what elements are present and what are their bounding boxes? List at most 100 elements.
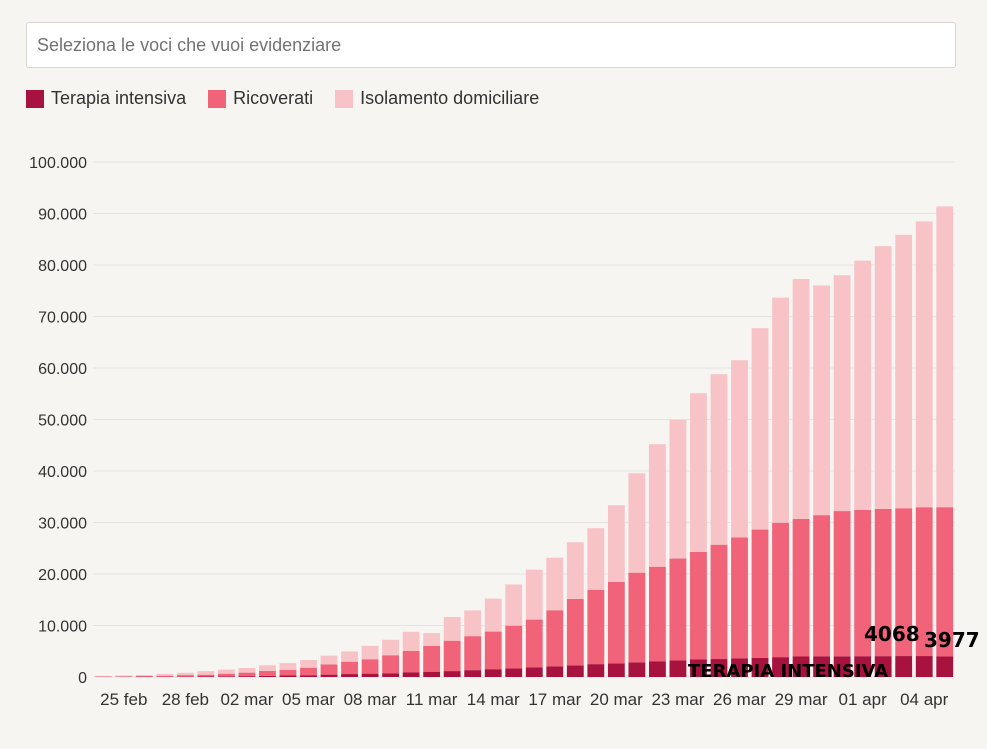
bar-ricoverati[interactable]	[238, 672, 256, 677]
bar-ricoverati[interactable]	[936, 507, 954, 657]
bar-isolamento-domiciliare[interactable]	[259, 665, 276, 671]
bar-isolamento-domiciliare[interactable]	[587, 528, 605, 590]
bar-ricoverati[interactable]	[361, 659, 379, 674]
highlight-search-input[interactable]	[26, 22, 956, 68]
bar-ricoverati[interactable]	[156, 675, 174, 677]
bar-ricoverati[interactable]	[751, 529, 769, 658]
bar-ricoverati[interactable]	[525, 619, 543, 668]
bar-terapia-intensiva[interactable]	[382, 673, 400, 677]
bar-isolamento-domiciliare[interactable]	[833, 275, 851, 512]
bar-isolamento-domiciliare[interactable]	[464, 610, 482, 637]
bar-terapia-intensiva[interactable]	[300, 675, 317, 677]
bar-terapia-intensiva[interactable]	[628, 662, 646, 677]
bar-ricoverati[interactable]	[895, 508, 913, 657]
bar-terapia-intensiva[interactable]	[217, 676, 235, 677]
bar-ricoverati[interactable]	[423, 645, 441, 672]
bar-isolamento-domiciliare[interactable]	[772, 297, 789, 523]
bar-isolamento-domiciliare[interactable]	[115, 675, 133, 677]
bar-ricoverati[interactable]	[464, 636, 482, 671]
bar-isolamento-domiciliare[interactable]	[423, 633, 441, 646]
bar-isolamento-domiciliare[interactable]	[669, 420, 687, 559]
bar-terapia-intensiva[interactable]	[484, 669, 502, 677]
bar-ricoverati[interactable]	[115, 676, 133, 677]
bar-ricoverati[interactable]	[505, 625, 523, 669]
bar-ricoverati[interactable]	[176, 675, 194, 677]
bar-isolamento-domiciliare[interactable]	[628, 473, 646, 573]
bar-isolamento-domiciliare[interactable]	[238, 667, 256, 673]
bar-terapia-intensiva[interactable]	[710, 659, 728, 677]
bar-isolamento-domiciliare[interactable]	[936, 206, 954, 508]
legend-item-isolamento-domiciliare[interactable]: Isolamento domiciliare	[335, 88, 539, 109]
bar-ricoverati[interactable]	[259, 670, 276, 676]
bar-terapia-intensiva[interactable]	[361, 673, 379, 677]
bar-ricoverati[interactable]	[607, 581, 625, 664]
bar-isolamento-domiciliare[interactable]	[751, 328, 769, 530]
bar-ricoverati[interactable]	[833, 511, 851, 657]
bar-terapia-intensiva[interactable]	[423, 671, 441, 677]
bar-terapia-intensiva[interactable]	[587, 664, 605, 678]
bar-ricoverati[interactable]	[915, 507, 933, 657]
bar-isolamento-domiciliare[interactable]	[300, 660, 317, 668]
bar-isolamento-domiciliare[interactable]	[217, 669, 235, 674]
bar-ricoverati[interactable]	[874, 508, 892, 657]
bar-isolamento-domiciliare[interactable]	[341, 651, 358, 662]
bar-isolamento-domiciliare[interactable]	[895, 234, 913, 509]
bar-isolamento-domiciliare[interactable]	[135, 674, 153, 676]
bar-isolamento-domiciliare[interactable]	[710, 374, 728, 545]
bar-ricoverati[interactable]	[566, 598, 584, 666]
bar-terapia-intensiva[interactable]	[669, 660, 687, 677]
bar-ricoverati[interactable]	[443, 640, 461, 672]
bar-terapia-intensiva[interactable]	[341, 674, 358, 677]
bar-terapia-intensiva[interactable]	[259, 675, 276, 677]
bar-ricoverati[interactable]	[772, 522, 789, 658]
bar-terapia-intensiva[interactable]	[525, 667, 543, 677]
bar-terapia-intensiva[interactable]	[772, 657, 789, 677]
bar-ricoverati[interactable]	[546, 610, 564, 667]
bar-isolamento-domiciliare[interactable]	[854, 260, 872, 510]
bar-terapia-intensiva[interactable]	[690, 659, 707, 677]
bar-terapia-intensiva[interactable]	[915, 656, 933, 677]
bar-isolamento-domiciliare[interactable]	[648, 444, 666, 567]
bar-isolamento-domiciliare[interactable]	[546, 557, 564, 611]
bar-terapia-intensiva[interactable]	[546, 666, 564, 677]
bar-ricoverati[interactable]	[690, 551, 707, 660]
bar-ricoverati[interactable]	[484, 631, 502, 670]
bar-isolamento-domiciliare[interactable]	[874, 246, 892, 509]
bar-terapia-intensiva[interactable]	[320, 674, 338, 677]
bar-terapia-intensiva[interactable]	[813, 656, 831, 677]
bar-terapia-intensiva[interactable]	[751, 657, 769, 677]
bar-ricoverati[interactable]	[854, 509, 872, 657]
bar-ricoverati[interactable]	[135, 675, 153, 677]
bar-isolamento-domiciliare[interactable]	[382, 639, 400, 656]
bar-terapia-intensiva[interactable]	[792, 656, 810, 678]
bar-terapia-intensiva[interactable]	[833, 656, 851, 677]
bar-isolamento-domiciliare[interactable]	[320, 655, 338, 665]
bar-isolamento-domiciliare[interactable]	[525, 569, 543, 620]
bar-isolamento-domiciliare[interactable]	[484, 598, 502, 632]
bar-isolamento-domiciliare[interactable]	[156, 673, 174, 676]
bar-ricoverati[interactable]	[648, 566, 666, 662]
bar-ricoverati[interactable]	[669, 558, 687, 661]
bar-isolamento-domiciliare[interactable]	[915, 221, 933, 508]
bar-terapia-intensiva[interactable]	[505, 668, 523, 677]
bar-isolamento-domiciliare[interactable]	[566, 542, 584, 599]
bar-terapia-intensiva[interactable]	[566, 665, 584, 677]
bar-terapia-intensiva[interactable]	[648, 661, 666, 678]
bar-ricoverati[interactable]	[792, 519, 810, 657]
legend-item-ricoverati[interactable]: Ricoverati	[208, 88, 313, 109]
bar-ricoverati[interactable]	[341, 661, 358, 675]
bar-ricoverati[interactable]	[279, 669, 297, 676]
bar-ricoverati[interactable]	[710, 544, 728, 660]
bar-isolamento-domiciliare[interactable]	[443, 617, 461, 641]
bar-terapia-intensiva[interactable]	[443, 671, 461, 677]
bar-isolamento-domiciliare[interactable]	[361, 645, 379, 660]
bar-terapia-intensiva[interactable]	[936, 656, 954, 677]
bar-terapia-intensiva[interactable]	[279, 675, 297, 677]
bar-terapia-intensiva[interactable]	[607, 663, 625, 677]
bar-isolamento-domiciliare[interactable]	[279, 663, 297, 670]
bar-ricoverati[interactable]	[197, 674, 215, 677]
bar-isolamento-domiciliare[interactable]	[94, 675, 112, 677]
bar-terapia-intensiva[interactable]	[874, 656, 892, 677]
bar-terapia-intensiva[interactable]	[402, 672, 420, 677]
bar-isolamento-domiciliare[interactable]	[813, 285, 831, 516]
